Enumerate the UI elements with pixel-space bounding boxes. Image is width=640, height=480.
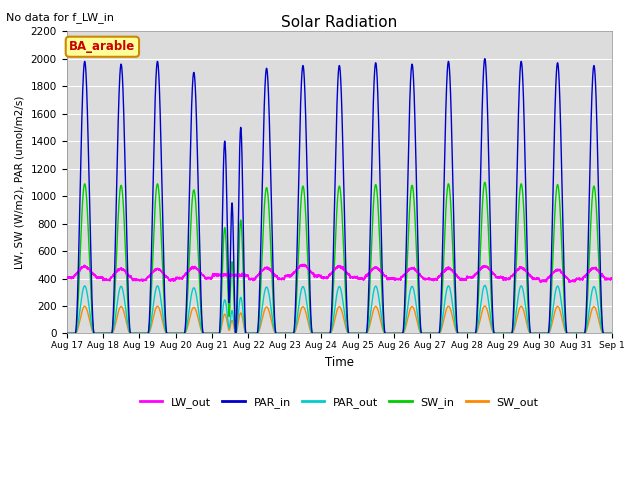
Title: Solar Radiation: Solar Radiation — [281, 15, 397, 30]
X-axis label: Time: Time — [325, 356, 354, 369]
Legend: LW_out, PAR_in, PAR_out, SW_in, SW_out: LW_out, PAR_in, PAR_out, SW_in, SW_out — [136, 393, 543, 412]
Y-axis label: LW, SW (W/m2), PAR (umol/m2/s): LW, SW (W/m2), PAR (umol/m2/s) — [15, 96, 25, 269]
Text: BA_arable: BA_arable — [69, 40, 136, 53]
Text: No data for f_LW_in: No data for f_LW_in — [6, 12, 115, 23]
